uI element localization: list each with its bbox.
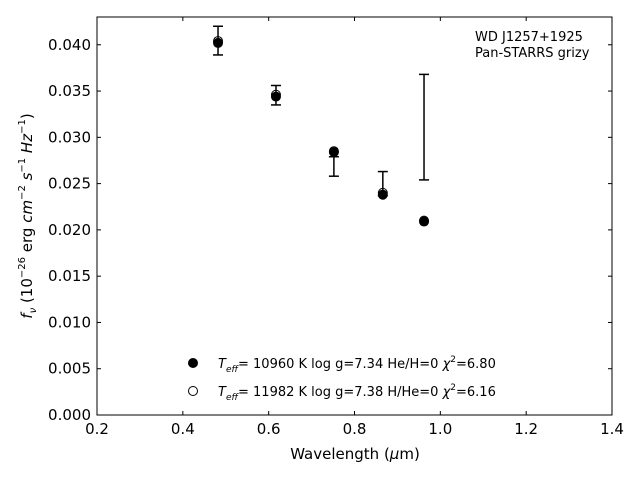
- plot-area: [96, 16, 613, 416]
- model-point-filled: [213, 37, 224, 48]
- model-point-filled: [270, 91, 281, 102]
- observed-error-bar: [419, 73, 430, 181]
- model-point-open: [328, 146, 339, 157]
- model-point-open: [377, 187, 388, 198]
- y-axis-label: fν (10−26 erg cm−2 s−1 Hz−1): [17, 113, 39, 318]
- x-tick-label: 0.8: [343, 420, 367, 438]
- legend-marker-open: [188, 386, 198, 396]
- x-tick-label: 0.2: [85, 420, 109, 438]
- x-tick-label: 1.4: [600, 420, 624, 438]
- legend-label-filled: Teff= 10960 K log g=7.34 He/H=0 χ2=6.80: [218, 355, 496, 375]
- model-point-open: [270, 89, 281, 100]
- y-tick-label: 0.040: [48, 36, 91, 54]
- legend-marker-filled: [188, 358, 198, 368]
- model-point-open: [419, 215, 430, 226]
- annotation-object: WD J1257+1925: [475, 30, 583, 45]
- y-tick-label: 0.035: [48, 82, 91, 100]
- x-tick-label: 0.4: [171, 420, 195, 438]
- y-tick-label: 0.025: [48, 175, 91, 193]
- x-tick-label: 1.0: [428, 420, 452, 438]
- legend-label-open: Teff= 11982 K log g=7.38 H/He=0 χ2=6.16: [218, 383, 496, 403]
- model-point-filled: [377, 189, 388, 200]
- y-tick-label: 0.030: [48, 128, 91, 146]
- annotation-survey: Pan-STARRS grizy: [475, 46, 590, 61]
- legend: Teff= 10960 K log g=7.34 He/H=0 χ2=6.80 …: [188, 355, 496, 403]
- x-axis-label: Wavelength (μm): [290, 445, 420, 463]
- y-tick-label: 0.015: [48, 267, 91, 285]
- y-tick-label: 0.010: [48, 313, 91, 331]
- axis-ticks: 0.2 0.4 0.6 0.8 1.0 1.2 1.4 0.000 0.005 0.010 0.01…: [48, 17, 624, 438]
- model-markers: [213, 36, 430, 227]
- x-tick-label: 1.2: [514, 420, 538, 438]
- x-tick-label: 0.6: [257, 420, 281, 438]
- y-tick-label: 0.005: [48, 360, 91, 378]
- y-tick-label: 0.020: [48, 221, 91, 239]
- y-tick-label: 0.000: [48, 406, 91, 424]
- model-point-open: [213, 36, 224, 47]
